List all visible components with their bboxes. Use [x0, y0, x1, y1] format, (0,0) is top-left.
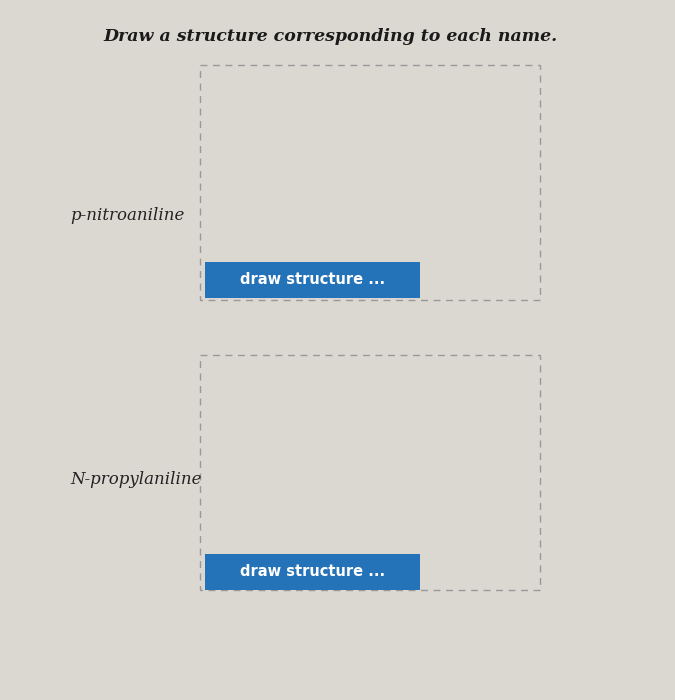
Text: draw structure ...: draw structure ... [240, 564, 385, 580]
Bar [205, 554, 420, 590]
Bar [200, 65, 540, 300]
Bar [205, 262, 420, 298]
Text: draw structure ...: draw structure ... [240, 272, 385, 288]
Text: Draw a structure corresponding to each name.: Draw a structure corresponding to each n… [103, 28, 557, 45]
Bar [200, 355, 540, 590]
Text: N-propylaniline: N-propylaniline [70, 472, 202, 489]
Text: p-nitroaniline: p-nitroaniline [70, 206, 184, 223]
